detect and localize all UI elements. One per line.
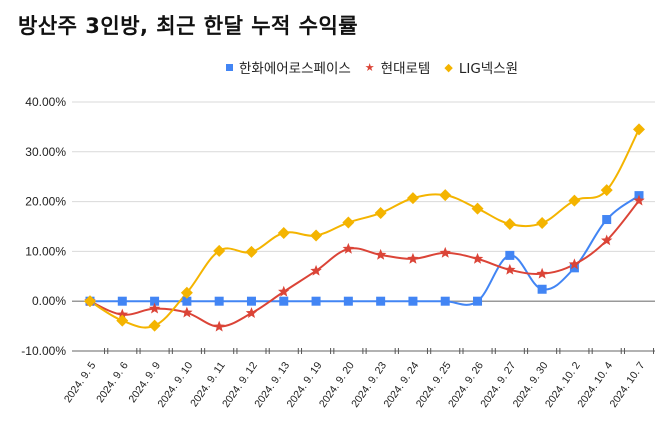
legend-label: 현대로템	[380, 61, 431, 77]
data-point-diamond[interactable]	[84, 295, 96, 308]
data-point-diamond[interactable]	[406, 192, 419, 205]
data-point-square[interactable]	[440, 296, 450, 306]
square-icon	[226, 63, 233, 71]
data-point-diamond[interactable]	[374, 207, 387, 220]
data-point-square[interactable]	[117, 296, 127, 306]
series-line-2	[89, 128, 640, 329]
legend-item-lig-nex1[interactable]: ◆ LIG넥스원	[444, 57, 518, 77]
data-point-square[interactable]	[150, 296, 160, 306]
data-point-star[interactable]	[148, 302, 161, 314]
data-point-star[interactable]	[504, 263, 516, 275]
chart-legend: 한화에어로스페이스 ★ 현대로템 ◆ LIG넥스원	[226, 57, 532, 77]
data-point-diamond[interactable]	[310, 229, 323, 242]
data-point-square[interactable]	[279, 296, 289, 306]
data-point-square[interactable]	[602, 215, 612, 225]
data-point-star[interactable]	[310, 264, 322, 276]
data-point-square[interactable]	[408, 296, 418, 306]
y-tick-label: 20.00%	[25, 195, 66, 209]
series-markers	[84, 123, 645, 332]
y-axis: 40.00% 30.00% 20.00% 10.00% 0.00% -10.00%	[21, 95, 66, 358]
data-point-square[interactable]	[473, 296, 483, 306]
legend-label: 한화에어로스페이스	[239, 61, 351, 77]
data-point-diamond[interactable]	[568, 194, 581, 207]
data-point-diamond[interactable]	[277, 226, 290, 239]
data-point-square[interactable]	[182, 296, 192, 306]
data-point-star[interactable]	[471, 252, 484, 264]
data-point-star[interactable]	[407, 252, 419, 264]
data-point-star[interactable]	[536, 267, 548, 279]
y-tick-label: 40.00%	[25, 95, 66, 109]
data-point-diamond[interactable]	[600, 184, 613, 197]
data-point-square[interactable]	[569, 263, 579, 273]
data-point-star[interactable]	[245, 307, 258, 319]
data-point-star[interactable]	[633, 194, 645, 206]
legend-item-hanwha[interactable]: 한화에어로스페이스	[226, 57, 351, 77]
data-point-diamond[interactable]	[116, 314, 129, 327]
series-lines	[89, 128, 640, 329]
data-point-diamond[interactable]	[503, 218, 516, 231]
data-point-diamond[interactable]	[148, 319, 161, 332]
data-point-diamond[interactable]	[245, 245, 258, 258]
data-point-star[interactable]	[213, 320, 225, 332]
data-point-square[interactable]	[505, 250, 515, 260]
legend-item-hyundai-rotem[interactable]: ★ 현대로템	[365, 57, 431, 77]
data-point-diamond[interactable]	[180, 286, 193, 299]
y-tick-label: -10.00%	[21, 344, 66, 358]
data-point-diamond[interactable]	[342, 216, 355, 229]
series-line-1	[89, 199, 640, 328]
data-point-square[interactable]	[376, 296, 386, 306]
data-point-diamond[interactable]	[633, 123, 645, 136]
gridlines	[72, 101, 655, 352]
y-tick-label: 10.00%	[25, 244, 66, 258]
data-point-diamond[interactable]	[213, 244, 226, 257]
data-point-diamond[interactable]	[471, 202, 484, 215]
data-point-square[interactable]	[246, 296, 256, 306]
data-point-star[interactable]	[374, 248, 387, 260]
data-point-star[interactable]	[568, 258, 581, 270]
data-point-square[interactable]	[311, 296, 321, 306]
data-point-diamond[interactable]	[439, 189, 452, 202]
data-point-square[interactable]	[343, 296, 353, 306]
data-point-star[interactable]	[278, 285, 290, 297]
data-point-square[interactable]	[214, 296, 224, 306]
data-point-star[interactable]	[439, 246, 451, 258]
y-tick-label: 0.00%	[32, 294, 66, 308]
data-point-star[interactable]	[181, 306, 193, 318]
legend-label: LIG넥스원	[458, 61, 519, 77]
y-tick-label: 30.00%	[25, 145, 66, 159]
data-point-star[interactable]	[601, 234, 613, 246]
data-point-diamond[interactable]	[536, 217, 549, 230]
diamond-icon: ◆	[444, 60, 453, 74]
chart-title: 방산주 3인방, 최근 한달 누적 수익률	[18, 14, 359, 38]
data-point-star[interactable]	[342, 242, 355, 254]
data-point-star[interactable]	[116, 308, 128, 320]
data-point-square[interactable]	[537, 284, 547, 294]
star-icon: ★	[364, 60, 375, 74]
